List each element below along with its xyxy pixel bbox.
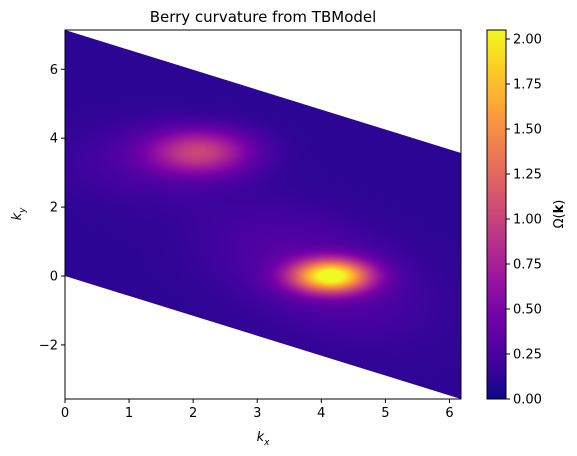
- y-axis: −2 0 2 4 6: [39, 63, 65, 353]
- y-tick-label: −2: [39, 338, 58, 353]
- colorbar-tick-label: 2.00: [513, 33, 542, 48]
- y-axis-label-subscript: y: [18, 207, 28, 214]
- x-tick-label: 0: [61, 406, 69, 421]
- x-tick-label: 3: [253, 406, 261, 421]
- colorbar-ticks: 0.00 0.25 0.50 0.75 1.00 1.25 1.50 1.75 2.00: [506, 33, 542, 408]
- colorbar-label-bold: k: [552, 204, 567, 213]
- colorbar-tick-label: 0.25: [513, 348, 542, 363]
- x-axis-label: kx: [257, 430, 271, 448]
- y-tick-label: 4: [50, 132, 58, 147]
- colorbar-label-suffix: ): [552, 200, 567, 205]
- chart-title: Berry curvature from TBModel: [150, 8, 377, 26]
- colorbar-tick-label: 0.75: [513, 258, 542, 273]
- x-tick-label: 4: [317, 406, 325, 421]
- heatmap-plot-area: [64, 29, 462, 400]
- colorbar-tick-label: 1.25: [513, 168, 542, 183]
- plot-frame: [64, 29, 462, 400]
- colorbar-label-prefix: Ω(: [552, 213, 567, 228]
- colorbar-gradient: [486, 29, 507, 400]
- berry-curvature-heatmap: [65, 30, 461, 399]
- y-axis-label-main: k: [10, 212, 25, 220]
- x-axis: 0 1 2 3 4 5 6: [61, 399, 454, 421]
- x-tick-label: 1: [125, 406, 133, 421]
- colorbar-tick-label: 1.50: [513, 123, 542, 138]
- colorbar-label: Ω(k): [552, 200, 567, 229]
- x-tick-label: 5: [381, 406, 389, 421]
- colorbar: 0.00 0.25 0.50 0.75 1.00 1.25 1.50 1.75 2.00 Ω(k…: [486, 29, 567, 408]
- x-axis-label-main: k: [257, 430, 265, 445]
- colorbar-tick-label: 0.00: [513, 393, 542, 408]
- colorbar-tick-label: 1.00: [513, 213, 542, 228]
- x-tick-label: 6: [445, 406, 453, 421]
- x-tick-label: 2: [189, 406, 197, 421]
- y-tick-label: 2: [50, 201, 58, 216]
- y-axis-label: ky: [10, 207, 28, 221]
- x-axis-label-subscript: x: [263, 438, 270, 448]
- colorbar-tick-label: 0.50: [513, 303, 542, 318]
- y-tick-label: 6: [50, 63, 58, 78]
- colorbar-tick-label: 1.75: [513, 78, 542, 93]
- y-tick-label: 0: [50, 270, 58, 285]
